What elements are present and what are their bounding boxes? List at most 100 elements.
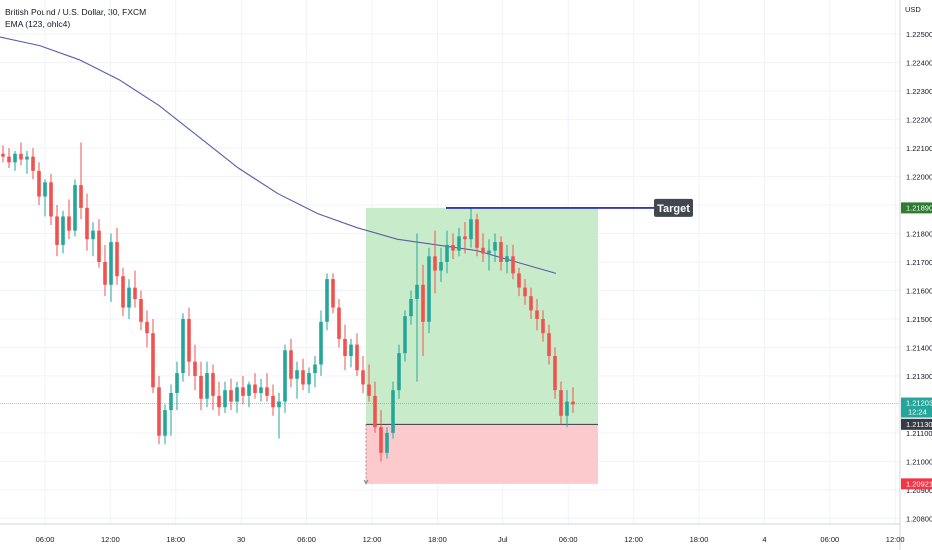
candle[interactable] (265, 373, 269, 402)
candle[interactable] (307, 367, 311, 393)
candle[interactable] (253, 373, 257, 399)
candle[interactable] (469, 207, 473, 248)
candle[interactable] (103, 244, 107, 297)
candle[interactable] (259, 378, 263, 402)
candle[interactable] (481, 233, 485, 262)
candle[interactable] (415, 233, 419, 382)
candle[interactable] (505, 244, 509, 274)
candle[interactable] (337, 299, 341, 348)
candle[interactable] (61, 210, 65, 254)
candle[interactable] (85, 193, 89, 251)
candle[interactable] (541, 310, 545, 342)
candle[interactable] (247, 381, 251, 408)
candle[interactable] (523, 279, 527, 305)
candle[interactable] (349, 338, 353, 368)
candle[interactable] (547, 324, 551, 365)
candle[interactable] (355, 333, 359, 376)
candle[interactable] (133, 270, 137, 308)
candle[interactable] (313, 355, 317, 388)
candle[interactable] (529, 287, 533, 319)
candle[interactable] (283, 344, 287, 413)
candle[interactable] (445, 230, 449, 274)
candle[interactable] (367, 364, 371, 402)
loss-zone[interactable] (366, 424, 598, 484)
candle[interactable] (427, 247, 431, 334)
candle[interactable] (319, 310, 323, 376)
candle[interactable] (217, 381, 221, 416)
candle[interactable] (163, 404, 167, 445)
candle[interactable] (37, 162, 41, 206)
candle[interactable] (559, 381, 563, 425)
candle[interactable] (91, 222, 95, 257)
candle[interactable] (403, 310, 407, 362)
candle[interactable] (19, 142, 23, 166)
ema-indicator-label[interactable]: EMA (123, ohlc4) (5, 19, 71, 29)
candle[interactable] (391, 381, 395, 439)
candle[interactable] (571, 387, 575, 413)
candle[interactable] (439, 247, 443, 282)
candle[interactable] (55, 205, 59, 257)
candle[interactable] (211, 364, 215, 411)
candle[interactable] (223, 381, 227, 413)
candle[interactable] (187, 307, 191, 376)
profit-zone[interactable] (366, 207, 598, 425)
target-label-box[interactable] (654, 198, 693, 217)
candle[interactable] (193, 344, 197, 391)
candle[interactable] (487, 239, 491, 271)
candle[interactable] (499, 236, 503, 271)
candle[interactable] (151, 318, 155, 393)
candle[interactable] (67, 199, 71, 240)
candle[interactable] (511, 244, 515, 280)
candle[interactable] (409, 290, 413, 325)
candle[interactable] (145, 310, 149, 348)
candle[interactable] (463, 222, 467, 254)
candle[interactable] (79, 142, 83, 220)
candle[interactable] (235, 381, 239, 413)
candle[interactable] (385, 427, 389, 459)
candle[interactable] (13, 150, 17, 171)
candle[interactable] (115, 227, 119, 285)
candle[interactable] (289, 338, 293, 388)
candle[interactable] (277, 393, 281, 439)
candle[interactable] (127, 279, 131, 319)
candle[interactable] (169, 384, 173, 436)
candle[interactable] (373, 381, 377, 433)
candle[interactable] (451, 233, 455, 260)
candle[interactable] (241, 375, 245, 405)
candle[interactable] (343, 324, 347, 371)
candle[interactable] (493, 233, 497, 262)
candle[interactable] (475, 213, 479, 257)
candle[interactable] (139, 290, 143, 331)
candle[interactable] (433, 230, 437, 294)
candle[interactable] (7, 148, 11, 169)
candle[interactable] (121, 267, 125, 317)
candle[interactable] (205, 361, 209, 408)
candle[interactable] (535, 299, 539, 331)
candle[interactable] (361, 355, 365, 393)
candle[interactable] (331, 273, 335, 314)
candle[interactable] (325, 273, 329, 331)
candle[interactable] (109, 233, 113, 302)
candle[interactable] (229, 378, 233, 411)
candle[interactable] (301, 358, 305, 391)
candle[interactable] (457, 227, 461, 257)
candle[interactable] (43, 179, 47, 217)
candle[interactable] (271, 384, 275, 416)
candle[interactable] (49, 173, 53, 225)
candle[interactable] (565, 390, 569, 428)
candle[interactable] (517, 267, 521, 297)
candle[interactable] (181, 313, 185, 382)
candle[interactable] (397, 344, 401, 399)
candle[interactable] (379, 410, 383, 462)
candle[interactable] (199, 361, 203, 411)
candle[interactable] (25, 150, 29, 174)
candle[interactable] (295, 361, 299, 399)
candle[interactable] (97, 219, 101, 268)
candle[interactable] (31, 148, 35, 180)
candle[interactable] (1, 145, 5, 163)
candle[interactable] (175, 361, 179, 411)
candle[interactable] (421, 264, 425, 356)
candle[interactable] (73, 179, 77, 237)
candle[interactable] (553, 347, 557, 399)
